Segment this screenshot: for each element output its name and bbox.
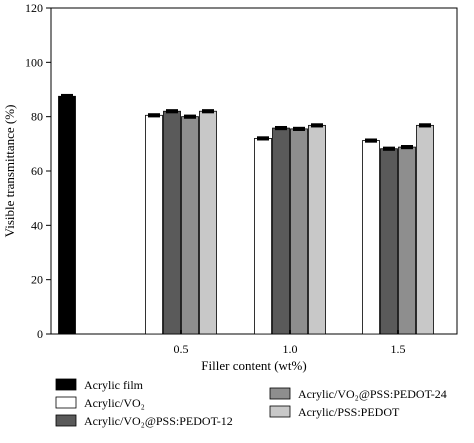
bar bbox=[308, 124, 326, 335]
legend: Acrylic film Acrylic/VO₂ Acrylic/VO₂@PSS:P… bbox=[55, 378, 447, 428]
legend-label: Acrylic/VO₂@PSS:PEDOT-12 bbox=[84, 414, 233, 428]
legend-label: Acrylic/VO₂ bbox=[84, 396, 145, 410]
error-bar bbox=[401, 145, 413, 150]
y-tick-label: 80 bbox=[31, 110, 43, 124]
error-bar bbox=[166, 109, 178, 114]
bar bbox=[199, 110, 217, 335]
bar bbox=[181, 116, 199, 335]
y-tick-label: 40 bbox=[31, 218, 43, 232]
bar bbox=[163, 110, 181, 335]
y-tick-label: 120 bbox=[25, 1, 43, 15]
y-tick-label: 100 bbox=[25, 55, 43, 69]
x-tick-label: 1.5 bbox=[391, 342, 406, 356]
x-axis-label: Filler content (wt%) bbox=[201, 358, 306, 373]
legend-item: Acrylic film bbox=[55, 378, 144, 392]
legend-swatch bbox=[55, 414, 77, 427]
bar bbox=[58, 95, 76, 335]
x-axis-ticks: 0.5 1.0 1.5 bbox=[174, 330, 406, 356]
legend-item: Acrylic/PSS:PEDOT bbox=[269, 405, 400, 419]
legend-item: Acrylic/VO₂ bbox=[55, 396, 145, 410]
bar bbox=[145, 114, 163, 335]
error-bar bbox=[61, 93, 73, 99]
legend-label: Acrylic/PSS:PEDOT bbox=[298, 405, 400, 419]
bar bbox=[362, 140, 380, 335]
legend-swatch bbox=[269, 387, 291, 400]
bar bbox=[254, 137, 272, 335]
error-bar bbox=[311, 123, 323, 128]
error-bar bbox=[202, 109, 214, 114]
bar bbox=[416, 124, 434, 335]
error-bar bbox=[275, 125, 287, 131]
x-tick-label: 0.5 bbox=[174, 342, 189, 356]
error-bar bbox=[365, 138, 377, 143]
y-axis-ticks: 0 20 40 60 80 100 120 bbox=[25, 1, 51, 341]
legend-label: Acrylic/VO₂@PSS:PEDOT-24 bbox=[298, 387, 447, 401]
legend-label: Acrylic film bbox=[84, 378, 144, 392]
legend-swatch bbox=[55, 378, 77, 391]
y-tick-label: 20 bbox=[31, 273, 43, 287]
legend-item: Acrylic/VO₂@PSS:PEDOT-24 bbox=[269, 387, 447, 401]
bar bbox=[398, 146, 416, 335]
y-tick-label: 60 bbox=[31, 164, 43, 178]
legend-item: Acrylic/VO₂@PSS:PEDOT-12 bbox=[55, 414, 233, 428]
y-tick-label: 0 bbox=[37, 327, 43, 341]
error-bar bbox=[148, 113, 160, 118]
y-axis-label: Visible transmittance (%) bbox=[2, 105, 17, 238]
x-tick-label: 1.0 bbox=[283, 342, 298, 356]
legend-swatch bbox=[55, 396, 77, 409]
plot-area: 0 20 40 60 80 100 120 0.5 1.0 1.5 bbox=[25, 1, 458, 356]
error-bar bbox=[184, 114, 196, 119]
error-bar bbox=[293, 126, 305, 131]
bar bbox=[272, 127, 290, 335]
bars bbox=[58, 93, 434, 335]
error-bar bbox=[419, 123, 431, 128]
legend-swatch bbox=[269, 405, 291, 418]
error-bar bbox=[257, 136, 269, 141]
error-bar bbox=[383, 146, 395, 151]
bar bbox=[290, 128, 308, 335]
bar bbox=[380, 148, 398, 335]
